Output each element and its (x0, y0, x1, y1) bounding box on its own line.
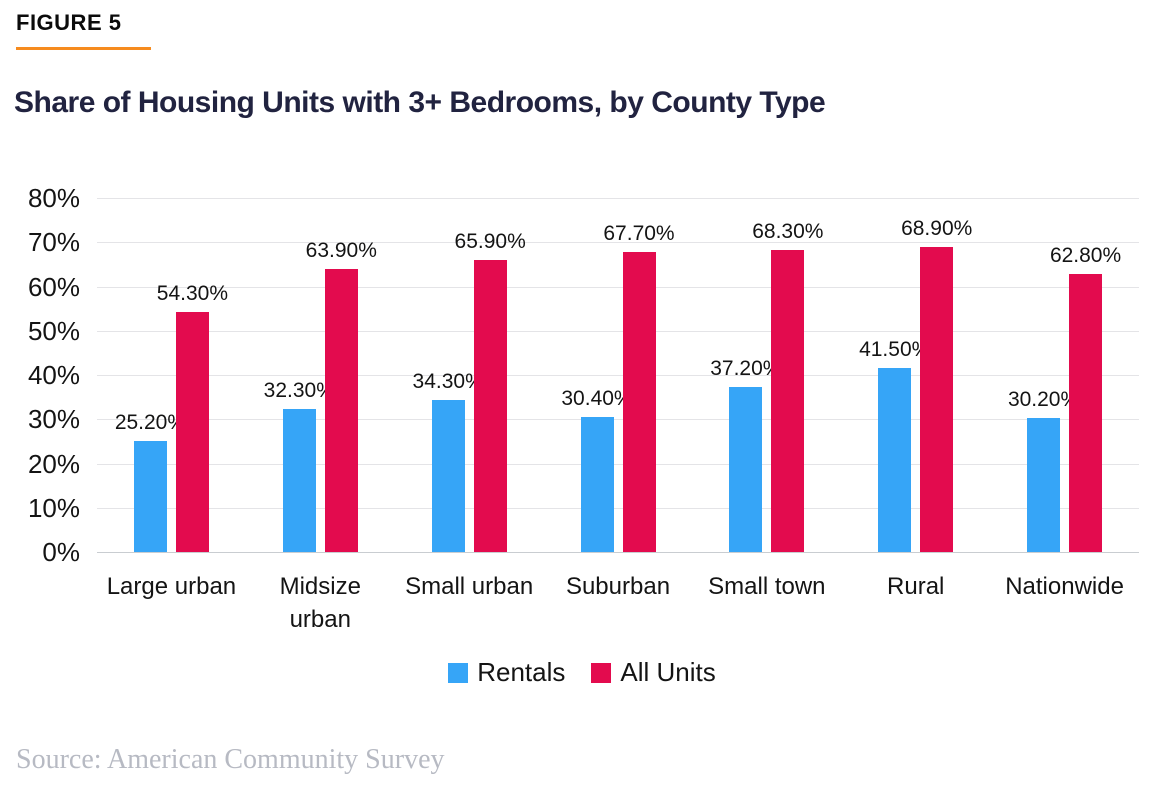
x-axis-category-label: Midsize urban (279, 573, 361, 633)
y-axis-tick-label: 80% (27, 183, 80, 213)
bar-value-label: 68.90% (901, 217, 973, 241)
gridline (97, 198, 1139, 199)
all-units-bar-small-urban (473, 260, 507, 552)
rentals-bar-nationwide (1027, 418, 1061, 552)
y-axis-tick-label: 50% (27, 315, 80, 346)
bar-value-label: 63.90% (305, 239, 377, 263)
legend-item-all-units: All Units (591, 657, 716, 688)
bar-value-label: 32.30% (263, 379, 335, 403)
rentals-bar-suburban (580, 417, 614, 552)
x-axis-category-label: Nationwide (1005, 573, 1124, 600)
rentals-bar-midsize-urban (282, 409, 316, 552)
x-axis-category-label: Rural (887, 573, 945, 600)
bar-value-label: 68.30% (752, 219, 824, 243)
rentals-bar-small-urban (431, 400, 465, 552)
bar-value-label: 25.20% (114, 410, 187, 434)
rentals-bar-rural (878, 368, 912, 552)
gridline (97, 463, 1139, 465)
bar-value-label: 41.50% (859, 338, 931, 362)
gridline (97, 375, 1139, 376)
all-units-bar-large-urban (175, 311, 209, 552)
gridline (97, 242, 1139, 244)
legend-label-all-units: All Units (620, 657, 716, 687)
rentals-bar-small-town (729, 387, 763, 552)
gridline (97, 286, 1139, 288)
chart-title: Share of Housing Units with 3+ Bedrooms,… (14, 86, 826, 119)
y-axis-tick-label: 20% (27, 448, 80, 479)
y-axis-tick-label: 10% (27, 492, 80, 523)
bar-value-label: 34.30% (412, 370, 484, 394)
figure-label-underline (16, 47, 151, 50)
rentals-swatch-icon (448, 662, 469, 683)
bar-value-label: 37.20% (710, 357, 782, 381)
y-axis-tick-label: 40% (27, 360, 80, 390)
x-axis-category-label: Small urban (405, 573, 534, 600)
y-axis-tick-label: 0% (42, 537, 80, 567)
bar-value-label: 54.30% (156, 281, 229, 305)
bar-value-label: 30.40% (561, 387, 633, 411)
all-units-swatch-icon (591, 662, 612, 683)
bar-value-label: 67.70% (603, 222, 675, 246)
plot-area: 25.20% 54.30% 32.30% 63.90% 34.30% 65.90% 30.4… (97, 198, 1139, 553)
y-axis-tick-label: 70% (27, 227, 80, 258)
legend-item-rentals: Rentals (448, 657, 565, 688)
source-note: Source: American Community Survey (16, 744, 445, 775)
legend: Rentals All Units (0, 657, 1164, 688)
all-units-bar-nationwide (1069, 274, 1103, 552)
rentals-bar-large-urban (133, 440, 167, 552)
all-units-bar-rural (920, 247, 954, 552)
y-axis-tick-label: 60% (27, 271, 80, 302)
x-axis-category-label: Small town (708, 573, 826, 600)
figure-label: FIGURE 5 (16, 10, 122, 35)
y-axis-tick-label: 30% (27, 404, 80, 435)
bar-value-label: 30.20% (1007, 388, 1080, 412)
x-axis-category-label: Suburban (565, 573, 671, 600)
bar-value-label: 65.90% (454, 230, 526, 254)
all-units-bar-small-town (771, 249, 805, 552)
gridline (97, 507, 1139, 509)
bar-value-label: 62.80% (1049, 244, 1122, 268)
x-axis-baseline (97, 552, 1139, 553)
gridline (97, 419, 1139, 421)
all-units-bar-suburban (622, 252, 656, 552)
x-axis-category-label: Large urban (106, 573, 237, 600)
gridline (97, 330, 1139, 332)
all-units-bar-midsize-urban (324, 269, 358, 552)
legend-label-rentals: Rentals (477, 657, 566, 687)
